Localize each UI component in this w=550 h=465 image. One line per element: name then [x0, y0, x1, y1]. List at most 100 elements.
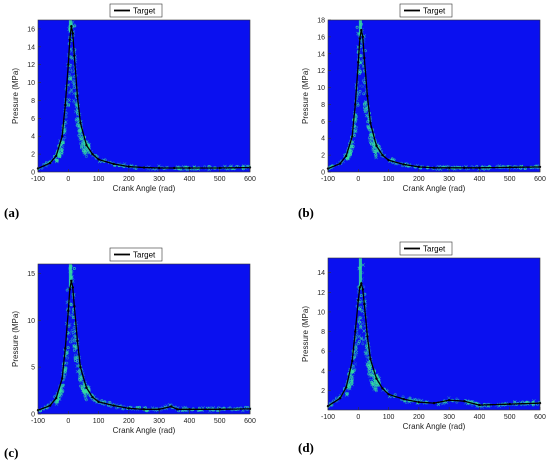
sample-marker: [68, 68, 72, 72]
sample-marker: ×: [374, 384, 379, 391]
sample-marker: ×: [444, 400, 449, 407]
sample-marker: ×: [231, 166, 236, 173]
sample-marker: ×: [71, 314, 76, 321]
sample-marker: ×: [349, 144, 354, 151]
sample-marker: ×: [73, 355, 78, 362]
sample-marker: ×: [452, 166, 457, 173]
target-point: [64, 347, 67, 350]
sample-marker: ×: [367, 361, 372, 368]
sample-marker: ×: [180, 408, 185, 415]
peak-sample-band: [68, 264, 72, 287]
sample-marker: ×: [387, 158, 392, 165]
x-tick-label: 100: [383, 414, 395, 421]
sample-marker: ×: [208, 407, 213, 414]
target-point: [79, 121, 82, 125]
sample-marker: ×: [367, 358, 372, 365]
sample-marker: [76, 124, 80, 128]
sample-marker: ×: [365, 351, 370, 358]
sample-marker: ×: [76, 116, 81, 123]
sample-marker: ×: [356, 91, 361, 98]
sample-marker: ×: [230, 165, 235, 172]
y-tick-label: 12: [27, 62, 35, 69]
sample-marker: [374, 386, 378, 389]
x-tick-label: -100: [321, 414, 335, 421]
target-point: [375, 377, 378, 380]
target-point: [73, 54, 76, 57]
sample-marker: ×: [62, 366, 67, 373]
target-point: [432, 401, 436, 405]
sample-marker: ×: [367, 373, 372, 380]
sample-marker: [64, 372, 67, 376]
sample-marker: [54, 400, 58, 404]
sample-marker: ×: [364, 350, 369, 357]
sample-marker: ×: [71, 97, 76, 104]
sample-marker: ×: [149, 407, 154, 414]
sample-marker: [353, 133, 356, 137]
sample-marker: [64, 366, 68, 370]
sample-marker: ×: [76, 118, 81, 125]
sample-marker: [55, 399, 59, 403]
sample-marker: ×: [185, 166, 190, 173]
x-tick-label: 100: [93, 176, 105, 183]
plot-background: [328, 258, 540, 410]
sample-marker: ×: [371, 137, 376, 144]
sample-marker: [64, 115, 68, 119]
sample-marker: ×: [188, 407, 193, 414]
sample-marker: [361, 342, 365, 346]
sample-marker: ×: [359, 43, 364, 50]
target-point: [363, 56, 366, 60]
sample-marker: ×: [355, 31, 360, 38]
target-point: [157, 166, 161, 170]
sample-marker: [108, 401, 112, 405]
sample-marker: ×: [387, 394, 392, 401]
sample-marker: [368, 128, 371, 132]
sample-marker: [77, 370, 81, 374]
sample-marker: ×: [58, 151, 63, 158]
sample-marker: [362, 102, 366, 106]
sample-marker: ×: [77, 362, 82, 369]
target-point: [91, 395, 94, 399]
sample-marker: ×: [77, 371, 82, 378]
target-point: [188, 408, 191, 411]
sample-marker: ×: [345, 384, 350, 391]
sample-marker: ×: [361, 57, 366, 64]
sample-marker: [70, 56, 74, 60]
sample-marker: ×: [69, 46, 74, 53]
sample-marker: ×: [184, 407, 189, 414]
sample-marker: ×: [76, 120, 81, 127]
x-tick-label: -100: [321, 176, 335, 183]
legend: Target: [109, 3, 163, 18]
sample-marker: ×: [61, 371, 66, 378]
sample-marker: ×: [65, 331, 70, 338]
sample-marker: ×: [77, 136, 82, 143]
sample-marker: ×: [373, 376, 378, 383]
sample-marker: ×: [463, 400, 468, 407]
target-point: [351, 135, 354, 138]
y-axis-label: Pressure (MPa): [11, 311, 20, 367]
sample-marker: [363, 106, 367, 110]
sample-marker: [359, 305, 363, 309]
sample-marker: ×: [61, 369, 66, 376]
target-point: [48, 404, 52, 407]
sample-marker: ×: [364, 345, 369, 352]
sample-marker: ×: [66, 82, 71, 89]
sample-marker: [365, 107, 369, 111]
sample-marker: ×: [371, 383, 376, 390]
sample-marker: ×: [73, 108, 78, 115]
sample-marker: ×: [54, 401, 59, 408]
sample-marker: ×: [372, 375, 377, 382]
chart-d: × ××××××××××××××××××× ×××× ××××××××××××× ×××…: [301, 241, 546, 431]
sample-marker: [365, 344, 369, 348]
x-tick-label: 500: [214, 176, 226, 183]
sample-marker: ×: [356, 334, 361, 341]
sample-marker: ×: [76, 363, 81, 370]
sample-marker: ×: [78, 129, 83, 136]
sample-marker: ×: [207, 408, 212, 415]
sample-marker: ×: [353, 351, 358, 358]
target-point: [463, 399, 466, 403]
sample-marker: ×: [79, 373, 84, 380]
sample-marker: ×: [354, 116, 359, 123]
sample-marker: ×: [82, 150, 87, 157]
target-point: [218, 408, 221, 411]
sample-marker: ×: [342, 152, 347, 159]
